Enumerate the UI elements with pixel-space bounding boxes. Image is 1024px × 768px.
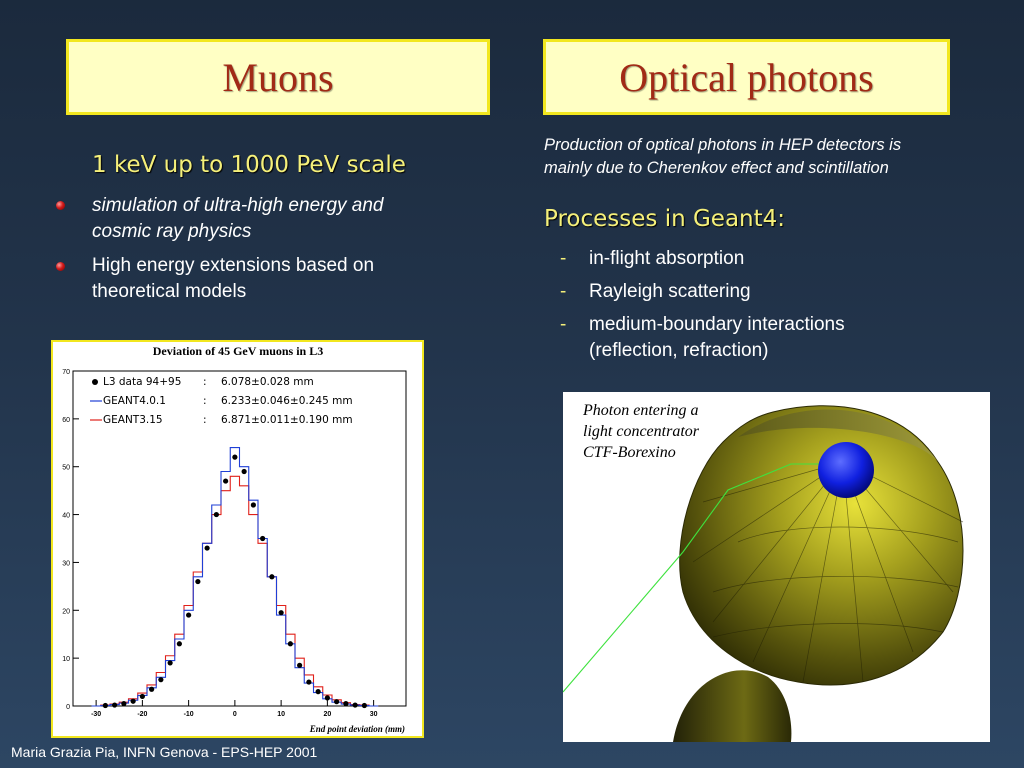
l3-data-point: [102, 702, 108, 709]
l3-data-point: [112, 702, 118, 708]
title-box-muons: Muons: [66, 39, 490, 115]
l3-data-point: [324, 695, 330, 701]
l3-data-point: [149, 686, 155, 692]
legend-colon: :: [203, 395, 207, 407]
x-tick-label: -30: [91, 711, 101, 718]
l3-data-point: [176, 641, 182, 647]
l3-data-point: [260, 535, 266, 542]
x-tick-label: 20: [323, 711, 331, 718]
x-tick-label: 30: [370, 711, 378, 718]
l3-data-point: [130, 698, 136, 704]
light-concentrator-picture: Photon entering a light concentrator CTF…: [563, 392, 990, 742]
l3-data-point: [269, 574, 275, 580]
l3-data-point: [297, 662, 303, 668]
l3-data-point: [343, 701, 349, 707]
y-tick-label: 20: [62, 608, 70, 615]
y-tick-label: 50: [62, 465, 70, 472]
series-layer: [91, 447, 379, 709]
y-tick-label: 70: [62, 369, 70, 376]
x-axis-label: End point deviation (mm): [309, 724, 405, 734]
histogram-svg: Deviation of 45 GeV muons in L3 0 10 20 30 4…: [62, 344, 407, 734]
l3-data-point: [241, 468, 247, 475]
x-tick-label: -10: [184, 711, 194, 718]
l3-data-point: [232, 454, 238, 460]
l3-data-point: [250, 502, 256, 508]
title-box-optical-photons: Optical photons: [543, 39, 950, 115]
legend: L3 data 94+95: 6.078±0.028 mm GEANT4.0.1: 6…: [90, 376, 353, 426]
photon-path-line: [563, 463, 825, 693]
l3-data-point: [158, 677, 164, 683]
concentrator-render: [563, 405, 964, 742]
process-item-absorption: in-flight absorption: [589, 248, 745, 269]
process-item-boundary: medium-boundary interactions (reflection…: [589, 314, 845, 361]
l3-data-point: [287, 641, 293, 647]
legend-colon: :: [203, 414, 207, 426]
bullet-icon: [56, 201, 65, 210]
x-tick-label: 10: [277, 711, 285, 718]
concentrator-rim-shape: [738, 409, 938, 462]
legend-colon: :: [203, 376, 207, 388]
l3-data-point: [361, 702, 367, 709]
footer-author: Maria Grazia Pia, INFN Genova - EPS-HEP …: [11, 744, 318, 760]
l3-data-point: [306, 679, 312, 685]
title-muons: Muons: [222, 54, 334, 100]
x-tick-label: 0: [233, 711, 237, 718]
y-tick-label: 0: [66, 704, 70, 711]
dash-marker: -: [560, 248, 567, 269]
l3-data-point: [139, 693, 145, 700]
l3-data-point: [352, 702, 358, 708]
dash-marker: -: [560, 281, 567, 302]
concentrator-cone-shape: [679, 405, 964, 686]
x-axis: -30 -20 -10 0 10 20 30: [91, 700, 378, 718]
processes-heading: Processes in Geant4:: [544, 206, 786, 232]
dash-marker: -: [560, 314, 567, 335]
chart-title: Deviation of 45 GeV muons in L3: [153, 344, 323, 358]
l3-data-point: [204, 545, 210, 551]
geant3-series-line: [91, 475, 379, 707]
plot-area: [72, 370, 407, 707]
y-tick-label: 10: [62, 656, 70, 663]
photomultiplier-sphere: [818, 442, 874, 498]
l3-data-point: [167, 660, 173, 666]
y-axis: 0 10 20 30 40 50 60 70: [62, 369, 79, 711]
bullet-text-2: High energy extensions based on theoreti…: [92, 255, 375, 302]
bullet-icon: [56, 262, 65, 271]
geant4-series-line: [91, 447, 379, 707]
l3-data-point: [278, 610, 284, 616]
y-tick-label: 30: [62, 560, 70, 567]
l3-data-point: [195, 578, 201, 585]
l3-data-point: [315, 689, 321, 695]
photo-caption: Photon entering a light concentrator CTF…: [583, 402, 699, 461]
deviation-histogram: Deviation of 45 GeV muons in L3 0 10 20 30 4…: [51, 340, 424, 738]
process-item-rayleigh: Rayleigh scattering: [589, 281, 751, 302]
l3-data-point: [223, 478, 229, 484]
l3-data-point: [213, 511, 219, 518]
title-optical-photons: Optical photons: [619, 54, 874, 100]
legend-series-value: 6.078±0.028 mm: [221, 376, 314, 388]
energy-scale-heading: 1 keV up to 1000 PeV scale: [92, 152, 406, 178]
l3-data-point: [334, 699, 340, 705]
legend-series-value: 6.233±0.046±0.245 mm: [221, 395, 353, 407]
bullet-text-1: simulation of ultra-high energy and cosm…: [92, 195, 384, 242]
mesh-lines: [692, 461, 964, 683]
lower-concentrator-shape: [673, 670, 792, 742]
legend-series-name: GEANT3.15: [103, 414, 163, 426]
l3-data-point: [186, 612, 192, 618]
optical-intro-text: Production of optical photons in HEP det…: [544, 136, 902, 177]
legend-series-name: GEANT4.0.1: [103, 395, 166, 407]
x-tick-label: -20: [137, 711, 147, 718]
y-tick-label: 40: [62, 513, 70, 520]
y-tick-label: 60: [62, 417, 70, 424]
legend-series-name: L3 data 94+95: [103, 376, 181, 388]
legend-marker-points: [92, 379, 98, 385]
legend-series-value: 6.871±0.011±0.190 mm: [221, 414, 353, 426]
l3-data-point: [121, 701, 127, 707]
